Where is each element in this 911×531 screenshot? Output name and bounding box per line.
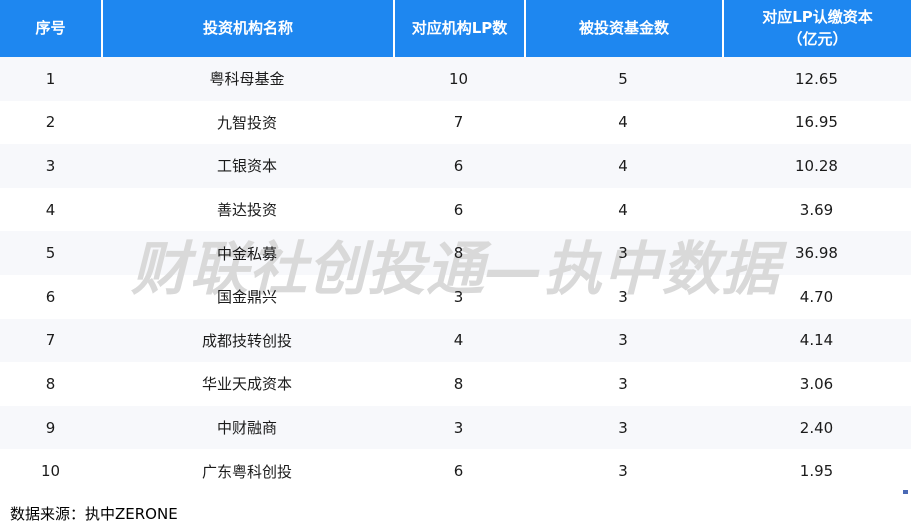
column-header-3: 被投资基金数 xyxy=(524,0,722,57)
table-cell: 2 xyxy=(45,113,56,132)
table-cell: 9 xyxy=(45,418,56,437)
lp-capital-table: 序号 投资机构名称 对应机构LP数 被投资基金数 对应LP认缴资本 （亿元） 1 粤科母基… xyxy=(0,0,911,493)
table-cell: 12.65 xyxy=(795,69,838,88)
table-cell: 国金鼎兴 xyxy=(216,288,277,307)
table-cell: 7 xyxy=(453,113,464,132)
table-header-row: 序号 投资机构名称 对应机构LP数 被投资基金数 对应LP认缴资本 （亿元） xyxy=(0,0,911,57)
table-cell: 广东粤科创投 xyxy=(201,462,292,481)
table-row: 2 九智投资 7 4 16.95 xyxy=(0,100,911,145)
table-cell: 8 xyxy=(45,374,56,393)
table-row: 9 中财融商 3 3 2.40 xyxy=(0,405,911,450)
table-row: 3 工银资本 6 4 10.28 xyxy=(0,144,911,188)
table-cell: 3.69 xyxy=(799,200,834,219)
table-cell: 华业天成资本 xyxy=(201,375,292,394)
table-cell: 善达投资 xyxy=(216,201,277,220)
table-cell: 3 xyxy=(453,418,464,437)
table-cell: 6 xyxy=(453,156,464,175)
table-cell: 3 xyxy=(45,156,56,175)
table-cell: 4 xyxy=(453,331,464,350)
table-cell: 4 xyxy=(618,200,628,219)
table-cell: 4 xyxy=(618,156,628,175)
table-cell: 10 xyxy=(40,462,61,481)
data-source-label: 数据来源：执中ZERONE xyxy=(10,505,178,523)
table-cell: 3 xyxy=(618,287,628,306)
table-cell: 16.95 xyxy=(795,113,838,132)
table-cell: 工银资本 xyxy=(216,157,277,176)
table-row: 4 善达投资 6 4 3.69 xyxy=(0,187,911,232)
table-cell: 7 xyxy=(45,331,56,350)
table-cell: 4 xyxy=(618,113,628,132)
table-cell: 中财融商 xyxy=(216,419,277,438)
table-cell: 6 xyxy=(453,200,464,219)
column-header-1: 投资机构名称 xyxy=(101,0,393,57)
column-header-0: 序号 xyxy=(35,18,66,37)
table-cell: 中金私募 xyxy=(216,244,277,263)
table-cell: 36.98 xyxy=(795,244,838,263)
table-cell: 3 xyxy=(618,331,628,350)
table-cell: 3 xyxy=(618,418,628,437)
table-cell: 4.14 xyxy=(799,331,834,350)
table-body: 1 粤科母基金 10 5 12.65 2 九智投资 7 4 16.95 3 工银资本 6 4 10.28 4 善… xyxy=(0,57,911,493)
table-row: 5 中金私募 8 3 36.98 xyxy=(0,231,911,275)
table-row: 1 粤科母基金 10 5 12.65 xyxy=(0,57,911,101)
table-cell: 1 xyxy=(45,69,56,88)
table-cell: 10 xyxy=(448,69,469,88)
table-row: 8 华业天成资本 8 3 3.06 xyxy=(0,362,911,406)
table-cell: 6 xyxy=(453,462,464,481)
table-cell: 3 xyxy=(618,374,628,393)
table-cell: 3 xyxy=(453,287,464,306)
table-cell: 九智投资 xyxy=(216,113,277,132)
table-cell: 8 xyxy=(453,374,464,393)
table-cell: 4 xyxy=(45,200,56,219)
blue-artifact-mark xyxy=(903,490,908,494)
table-cell: 2.40 xyxy=(799,418,834,437)
column-header-2: 对应机构LP数 xyxy=(393,0,524,57)
table-cell: 8 xyxy=(453,244,464,263)
table-cell: 3.06 xyxy=(799,374,834,393)
table-cell: 1.95 xyxy=(799,462,834,481)
table-cell: 粤科母基金 xyxy=(209,70,285,89)
table-cell: 10.28 xyxy=(795,156,838,175)
table-cell: 成都技转创投 xyxy=(201,331,292,350)
table-row: 7 成都技转创投 4 3 4.14 xyxy=(0,318,911,363)
table-cell: 3 xyxy=(618,462,628,481)
table-cell: 5 xyxy=(618,69,628,88)
table-cell: 6 xyxy=(45,287,56,306)
table-cell: 4.70 xyxy=(799,287,834,306)
table-row: 10 广东粤科创投 6 3 1.95 xyxy=(0,449,911,493)
table-row: 6 国金鼎兴 3 3 4.70 xyxy=(0,274,911,319)
table-cell: 5 xyxy=(45,244,56,263)
table-cell: 3 xyxy=(618,244,628,263)
column-header-4: 对应LP认缴资本 （亿元） xyxy=(722,0,911,57)
